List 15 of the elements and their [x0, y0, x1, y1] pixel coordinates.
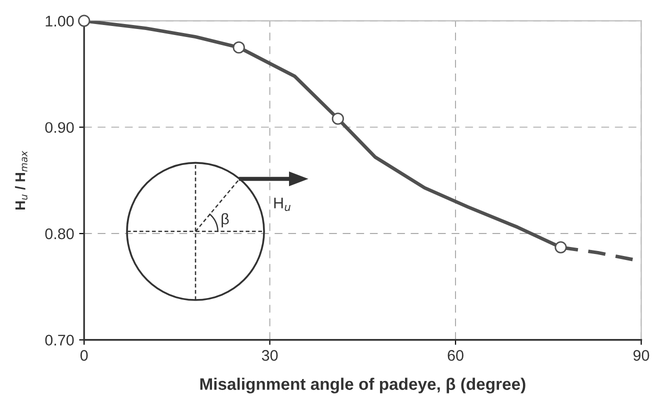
point: [332, 112, 344, 125]
annotation: H$_{u}$: [274, 198, 290, 211]
x-tick-label: 60: [448, 350, 464, 361]
y-tick-label: 1.00: [46, 16, 74, 27]
point: [78, 14, 90, 27]
x-tick-label: 30: [262, 350, 278, 361]
x-tick-label: 0: [80, 350, 88, 361]
point: [554, 241, 567, 254]
x-axis-title: Misalignment angle of padeye, β (degree): [200, 378, 526, 394]
y-axis-title: H$_{u}$ / H$_{max}$: [14, 150, 28, 210]
x-tick-label: 90: [633, 350, 650, 361]
y-tick-label: 0.70: [45, 334, 74, 346]
y-tick-label: 0.90: [45, 122, 74, 133]
y-tick-label: 0.80: [45, 228, 74, 240]
point: [232, 41, 245, 54]
